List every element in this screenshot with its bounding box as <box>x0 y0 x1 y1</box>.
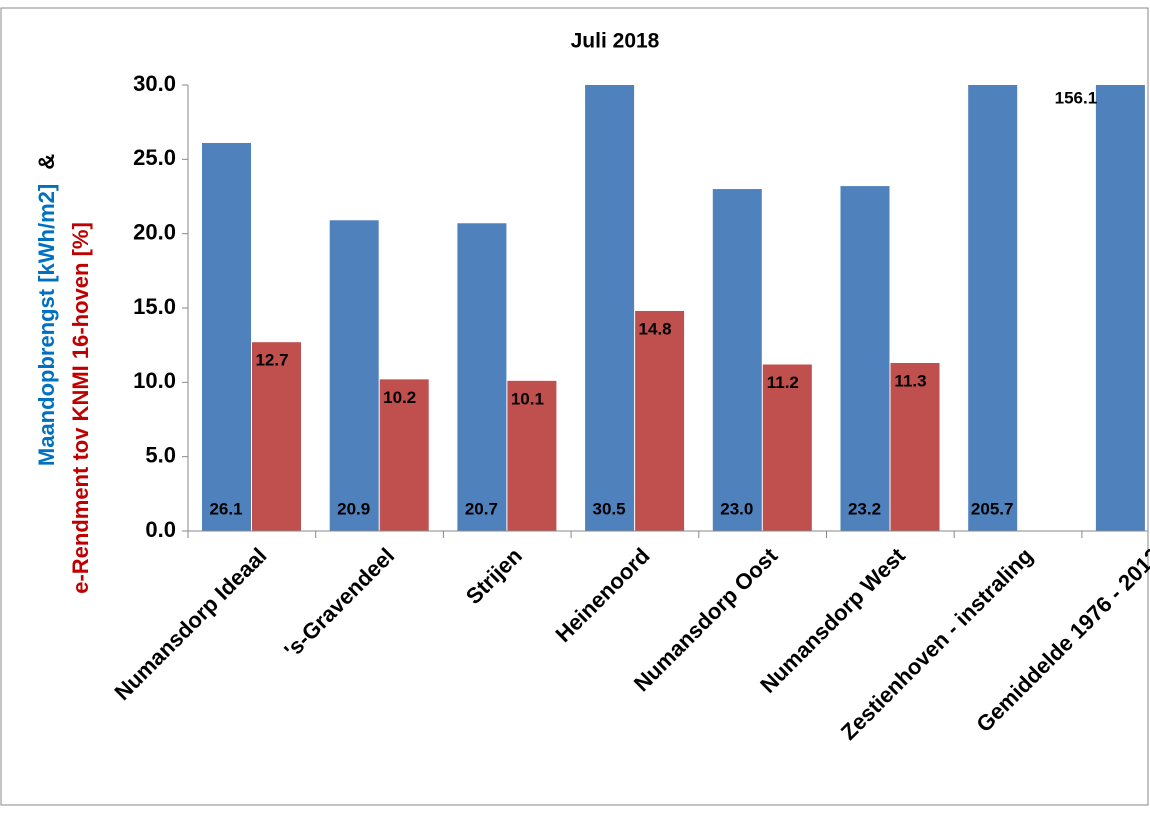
bar <box>252 342 301 531</box>
data-label: 205.7 <box>971 499 1014 518</box>
data-label: 10.2 <box>383 388 416 407</box>
bar <box>457 223 507 531</box>
data-label: 10.1 <box>511 389 544 408</box>
y-tick-label: 25.0 <box>133 145 176 170</box>
y-tick-label: 30.0 <box>133 71 176 96</box>
bar <box>329 220 379 531</box>
data-label: 23.2 <box>848 499 881 518</box>
chart-border <box>0 7 1149 806</box>
y-axis-label-part: e-Rendment tov KNMI 16-hoven [%] <box>68 222 93 594</box>
chart-title: Juli 2018 <box>571 30 660 53</box>
y-axis-label: Maandopbrengst [kWh/m2] & <box>34 154 59 466</box>
bar <box>712 189 762 531</box>
bar <box>507 380 557 531</box>
bar <box>968 85 1018 531</box>
bar <box>585 85 635 531</box>
bar <box>635 310 685 531</box>
data-label: 11.2 <box>767 373 799 392</box>
y-tick-label: 0.0 <box>145 517 176 542</box>
data-label: 14.8 <box>639 319 672 338</box>
bar <box>379 379 429 531</box>
bar <box>1095 85 1145 531</box>
y-tick-label: 20.0 <box>133 219 176 244</box>
data-label: 26.1 <box>209 499 242 518</box>
bar <box>890 363 940 531</box>
data-label: 20.9 <box>337 499 370 518</box>
data-label: 23.0 <box>720 499 753 518</box>
bar <box>762 364 812 531</box>
y-axis-label-part: Maandopbrengst [kWh/m2] <box>34 184 59 466</box>
bars <box>202 85 1145 531</box>
data-label: 12.7 <box>255 351 288 370</box>
y-tick-label: 15.0 <box>133 294 176 319</box>
bar <box>202 142 251 531</box>
data-label: 11.3 <box>894 371 926 390</box>
data-label: 30.5 <box>593 499 626 518</box>
y-tick-label: 5.0 <box>145 442 176 467</box>
y-tick-label: 10.0 <box>133 368 176 393</box>
bar <box>840 186 890 531</box>
data-label: 156.1 <box>1055 88 1098 107</box>
y-axis-label-part: & <box>34 154 59 170</box>
data-label: 20.7 <box>465 499 498 518</box>
